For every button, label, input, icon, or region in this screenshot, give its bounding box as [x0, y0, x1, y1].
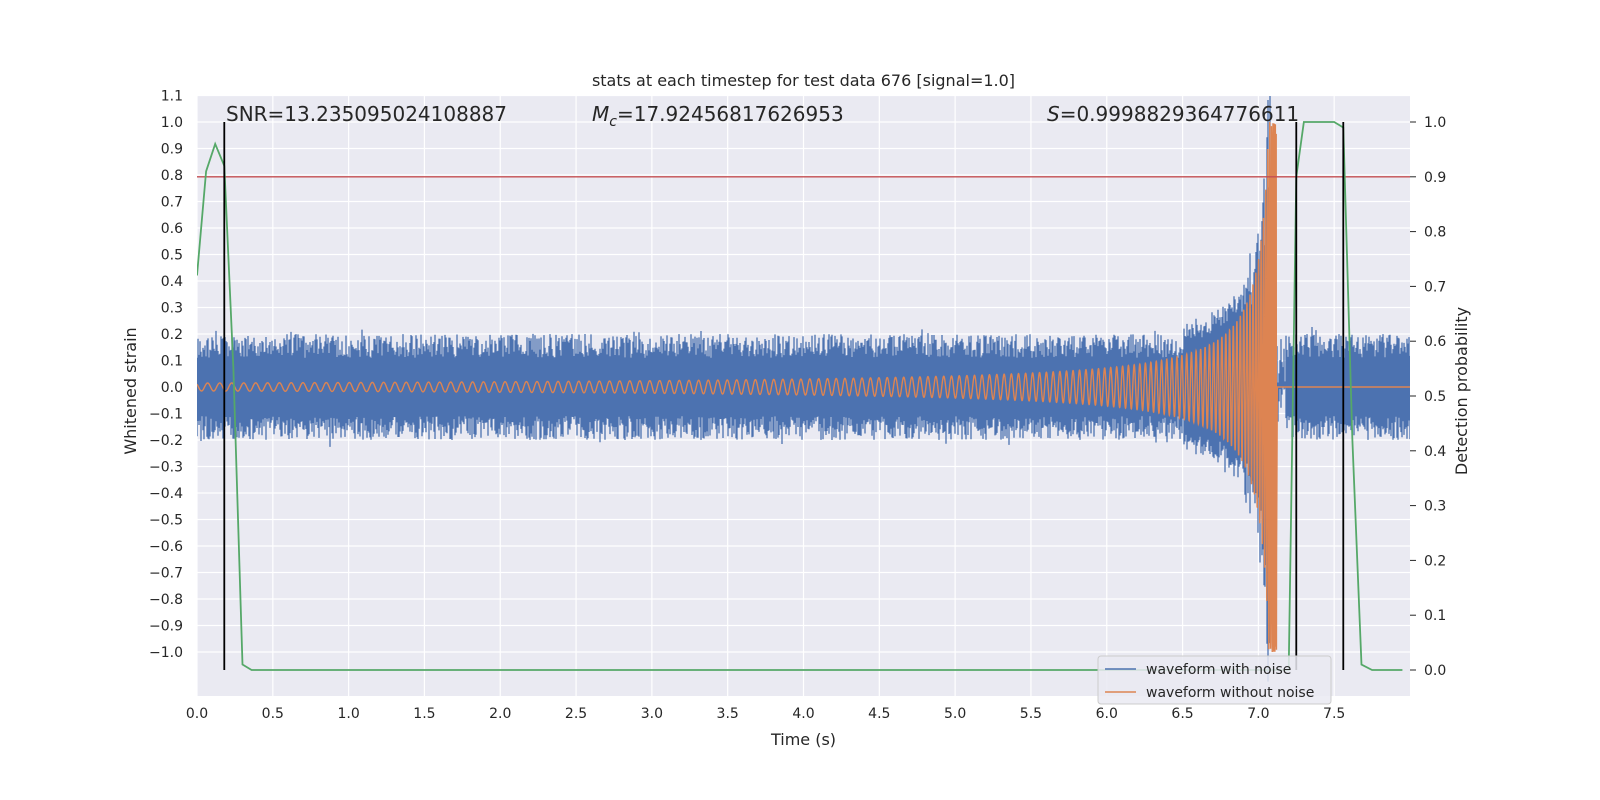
x-tick-label: 3.5 — [717, 706, 739, 722]
chart-title: stats at each timestep for test data 676… — [592, 71, 1015, 90]
x-tick-label: 5.5 — [1020, 706, 1042, 722]
x-tick-label: 2.5 — [565, 706, 587, 722]
x-tick-label: 0.5 — [262, 706, 284, 722]
event-markers — [223, 122, 1345, 670]
y-left-tick-label: −0.3 — [149, 460, 183, 476]
y-left-tick-label: 1.0 — [161, 115, 183, 131]
y-left-tick-label: 0.0 — [161, 380, 183, 396]
y-left-tick-label: −1.0 — [149, 645, 183, 661]
y-left-tick-label: 0.6 — [161, 221, 183, 237]
score-value: =0.9998829364776611 — [1060, 102, 1299, 126]
snr-annotation: SNR=13.235095024108887 — [226, 102, 507, 126]
y-left-tick-label: 0.9 — [161, 142, 183, 158]
y-left-tick-label: −0.7 — [149, 566, 183, 582]
y-left-tick-label: −0.9 — [149, 619, 183, 635]
x-tick-label: 7.0 — [1247, 706, 1269, 722]
y-left-tick-label: 0.3 — [161, 301, 183, 317]
axes: 0.0 0.5 1.0 1.5 2.0 2.5 3.0 3.5 4.0 4.5 5.0 5.5 6.0 6… — [149, 89, 1446, 723]
x-tick-label: 3.0 — [641, 706, 663, 722]
legend-label-waveform-with-noise: waveform with noise — [1146, 662, 1291, 678]
y-right-tick-label: 0.5 — [1424, 389, 1446, 405]
x-tick-label: 6.5 — [1171, 706, 1193, 722]
y-right-tick-label: 0.9 — [1424, 170, 1446, 186]
x-tick-label: 0.0 — [186, 706, 208, 722]
x-tick-label: 7.5 — [1323, 706, 1345, 722]
score-symbol: S — [1047, 102, 1060, 126]
y-right-tick-label: 0.6 — [1424, 334, 1446, 350]
y-left-tick-label: 0.2 — [161, 327, 183, 343]
chirp-mass-annotation: Mc=17.92456817626953 — [592, 102, 844, 130]
legend-label-waveform-without-noise: waveform without noise — [1146, 685, 1314, 701]
x-tick-label: 4.5 — [868, 706, 890, 722]
y-left-tick-label: −0.1 — [149, 407, 183, 423]
y-axis-right-label: Detection probability — [1452, 307, 1471, 475]
y-right-tick-label: 0.4 — [1424, 444, 1446, 460]
score-annotation: S=0.9998829364776611 — [1047, 102, 1299, 126]
y-right-tick-label: 0.8 — [1424, 225, 1446, 241]
y-left-tick-label: 1.1 — [161, 89, 183, 105]
y-left-tick-label: 0.8 — [161, 168, 183, 184]
x-tick-label: 5.0 — [944, 706, 966, 722]
y-left-tick-label: −0.8 — [149, 592, 183, 608]
y-left-tick-label: 0.4 — [161, 274, 183, 290]
y-left-tick-label: 0.5 — [161, 248, 183, 264]
x-tick-label: 4.0 — [792, 706, 814, 722]
y-right-tick-label: 0.0 — [1424, 663, 1446, 679]
y-left-tick-label: −0.4 — [149, 486, 183, 502]
y-left-tick-label: −0.5 — [149, 513, 183, 529]
x-axis-label: Time (s) — [770, 730, 836, 749]
y-right-tick-label: 1.0 — [1424, 115, 1446, 131]
y-right-tick-label: 0.3 — [1424, 499, 1446, 515]
y-left-tick-label: 0.1 — [161, 354, 183, 370]
y-left-tick-label: 0.7 — [161, 195, 183, 211]
y-left-tick-label: −0.6 — [149, 539, 183, 555]
y-axis-left-label: Whitened strain — [121, 327, 140, 454]
y-right-tick-label: 0.1 — [1424, 608, 1446, 624]
y-right-tick-label: 0.7 — [1424, 279, 1446, 295]
x-tick-label: 1.5 — [413, 706, 435, 722]
legend: waveform with noise waveform without noi… — [1097, 655, 1332, 705]
x-tick-label: 6.0 — [1096, 706, 1118, 722]
chirp-mass-subscript: c — [609, 114, 617, 130]
legend-box — [1097, 655, 1332, 705]
chirp-mass-symbol: M — [592, 102, 609, 126]
y-right-tick-label: 0.2 — [1424, 553, 1446, 569]
chirp-mass-value: =17.92456817626953 — [617, 102, 844, 126]
x-tick-label: 2.0 — [489, 706, 511, 722]
y-left-tick-label: −0.2 — [149, 433, 183, 449]
series-waveform-without-noise — [197, 122, 1410, 653]
x-tick-label: 1.0 — [337, 706, 359, 722]
